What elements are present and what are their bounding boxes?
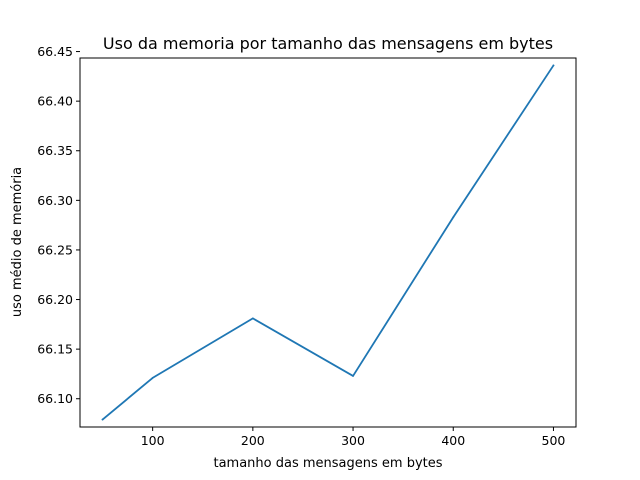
- data-point: [552, 64, 555, 67]
- data-point: [151, 376, 154, 379]
- x-tick-label: 100: [141, 433, 165, 448]
- y-tick-label: 66.30: [37, 193, 73, 208]
- data-point: [352, 375, 354, 377]
- data-point: [251, 317, 254, 320]
- chart-title: Uso da memoria por tamanho das mensagens…: [103, 34, 553, 53]
- y-tick-label: 66.25: [37, 242, 73, 257]
- series-layer: [101, 64, 555, 421]
- x-tick-label: 200: [241, 433, 265, 448]
- y-tick-label: 66.20: [37, 292, 73, 307]
- data-point: [452, 216, 455, 219]
- series-line: [101, 64, 555, 421]
- x-tick-label: 400: [441, 433, 465, 448]
- y-tick-label: 66.40: [37, 94, 73, 109]
- y-tick-label: 66.10: [37, 391, 73, 406]
- y-axis: 66.10 66.15 66.20 66.25 66.30 66.35 66.40 66.45: [37, 44, 80, 406]
- x-axis-label: tamanho das mensagens em bytes: [213, 456, 442, 471]
- y-axis-label: uso médio de memória: [10, 167, 25, 317]
- x-tick-label: 300: [341, 433, 365, 448]
- y-tick-label: 66.35: [37, 143, 73, 158]
- plot-frame: [79, 57, 577, 428]
- y-tick-label: 66.45: [37, 44, 73, 59]
- x-axis: 100 200 300 400 500: [141, 427, 566, 448]
- x-tick-label: 500: [542, 433, 566, 448]
- data-point: [101, 418, 104, 421]
- y-tick-label: 66.15: [37, 342, 73, 357]
